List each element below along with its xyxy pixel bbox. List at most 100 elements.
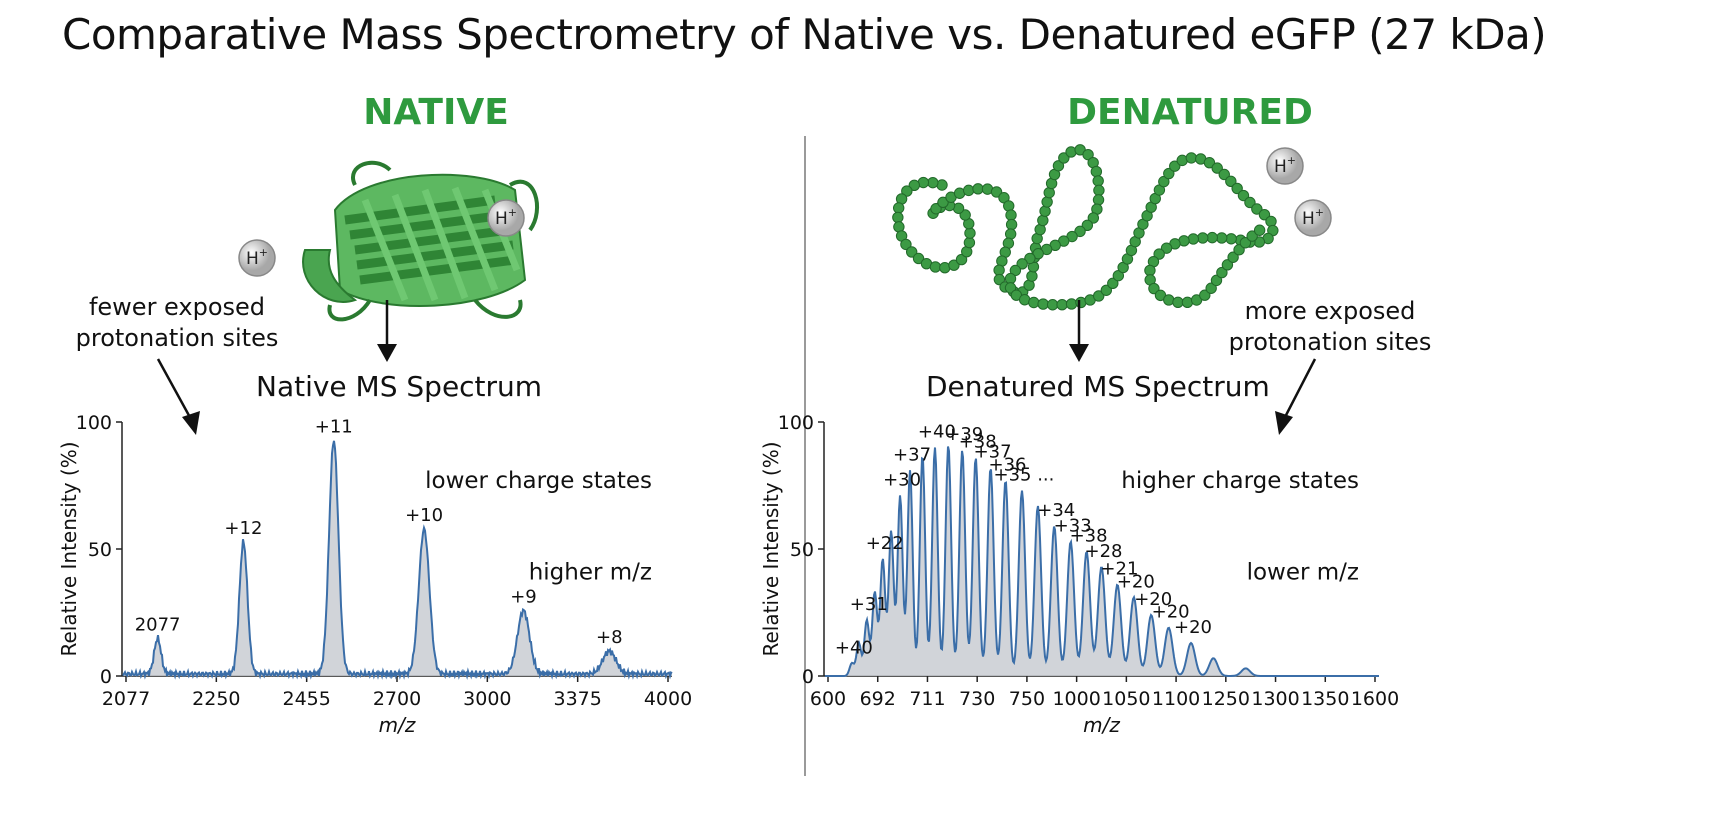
chain-bead (892, 211, 904, 224)
denatured-heading: DENATURED (1067, 92, 1313, 133)
chain-bead (1041, 196, 1053, 208)
chain-bead (1005, 218, 1018, 231)
peak-label: +40 (918, 421, 956, 442)
chain-bead (912, 252, 925, 265)
chain-bead (1239, 237, 1252, 249)
chain-bead (1233, 244, 1245, 256)
chain-bead (1221, 259, 1234, 271)
chain-bead (1203, 156, 1216, 169)
chain-bead (1016, 258, 1028, 270)
chain-bead (1244, 196, 1256, 209)
chain-bead (962, 184, 975, 197)
spectrum-trace (122, 440, 673, 680)
chain-bead (959, 209, 971, 221)
chain-bead (1092, 194, 1105, 206)
peak-label: +33 (1054, 515, 1092, 536)
peak-label: +31 (850, 594, 888, 615)
chain-bead (1158, 175, 1170, 188)
native-note-line1: fewer exposed (88, 293, 266, 321)
native-note-line2: protonation sites (75, 324, 279, 352)
x-tick-label: 1350 (1301, 688, 1349, 710)
peak-label: +38 (1070, 526, 1108, 547)
chain-bead (1225, 175, 1237, 188)
chain-bead (1225, 233, 1237, 245)
chain-bead (1026, 270, 1038, 282)
chain-bead (1024, 252, 1036, 265)
x-tick-label: 4000 (644, 688, 692, 710)
chain-bead (1093, 290, 1105, 302)
y-tick-label: 50 (790, 539, 814, 561)
diagonal-arrow-icon (1275, 358, 1317, 435)
y-axis-label: Relative Intensity (%) (759, 441, 783, 656)
chain-bead (892, 202, 905, 214)
chain-bead (993, 264, 1005, 276)
chain-bead (1107, 277, 1119, 290)
native-ms-chart: 0 50 100 2077 2250 2455 2700 3000 3375 4000 m/z Rel… (57, 412, 692, 737)
x-tick-label: 2077 (102, 688, 150, 710)
chain-bead (1153, 248, 1165, 260)
y-tick-label: 0 (802, 666, 814, 688)
peak-label: +40 (835, 637, 873, 658)
chain-bead (1199, 289, 1211, 301)
chain-bead (948, 259, 960, 271)
y-axis-label: Relative Intensity (%) (57, 441, 81, 656)
x-tick-label: 1600 (1351, 688, 1399, 710)
annotation-charge: higher charge states (1121, 468, 1359, 494)
chain-bead (993, 273, 1006, 286)
peak-label: +35 ... (993, 465, 1054, 486)
peak-label: +30 (883, 470, 921, 491)
chain-bead (963, 236, 976, 249)
panel-divider (804, 136, 806, 776)
proton-icon: H+ (1266, 147, 1304, 185)
chain-bead (1246, 230, 1258, 242)
peak-label: +21 (1100, 559, 1138, 580)
peak-label: +20 (1174, 617, 1212, 638)
chain-bead (908, 179, 921, 192)
chain-bead (1237, 189, 1250, 202)
down-arrow-icon (1069, 300, 1089, 362)
chain-bead (1169, 160, 1181, 172)
peak-label: +37 (893, 444, 931, 465)
denatured-protein-chain-icon (892, 144, 1279, 311)
chain-bead (1211, 162, 1223, 174)
chain-bead (1090, 165, 1103, 178)
peak-label: +38 (959, 432, 997, 453)
chain-bead (1093, 184, 1105, 197)
peak-label: +10 (405, 505, 443, 526)
chain-bead (1037, 214, 1049, 227)
native-protein-icon (302, 160, 540, 322)
chain-bead (1253, 224, 1266, 236)
x-tick-label: 1300 (1251, 688, 1299, 710)
annotation-charge: lower charge states (425, 468, 652, 494)
chain-bead (1216, 232, 1228, 244)
chain-bead (1082, 148, 1094, 161)
x-tick-label: 600 (810, 688, 846, 710)
denatured-note-line1: more exposed (1244, 297, 1416, 325)
x-tick-label: 1000 (1052, 688, 1100, 710)
chain-bead (1074, 225, 1086, 238)
chain-bead (1092, 175, 1104, 187)
chain-bead (1227, 251, 1239, 263)
chain-bead (1004, 282, 1017, 294)
x-tick-label: 750 (1009, 688, 1045, 710)
peak-label: +20 (1152, 602, 1190, 623)
x-tick-label: 2250 (192, 688, 240, 710)
chain-bead (955, 253, 968, 266)
native-spectrum-title: Native MS Spectrum (256, 370, 543, 403)
peak-label: +36 (989, 454, 1027, 475)
peak-label: +20 (1117, 571, 1155, 592)
chain-bead (1087, 212, 1100, 224)
denatured-note: more exposed protonation sites (1210, 296, 1450, 358)
chain-bead (1231, 182, 1243, 195)
peak-label: +22 (866, 533, 904, 554)
peak-label: 2077 (135, 614, 181, 635)
chain-bead (1258, 208, 1271, 221)
peak-label: +20 (1134, 589, 1172, 610)
chain-bead (990, 186, 1003, 198)
proton-icon: H+ (238, 239, 276, 277)
chain-bead (1187, 233, 1200, 245)
proton-icon: H+ (487, 199, 525, 237)
chain-bead (1037, 298, 1049, 310)
chain-bead (1265, 215, 1277, 228)
chain-bead (1144, 264, 1156, 277)
